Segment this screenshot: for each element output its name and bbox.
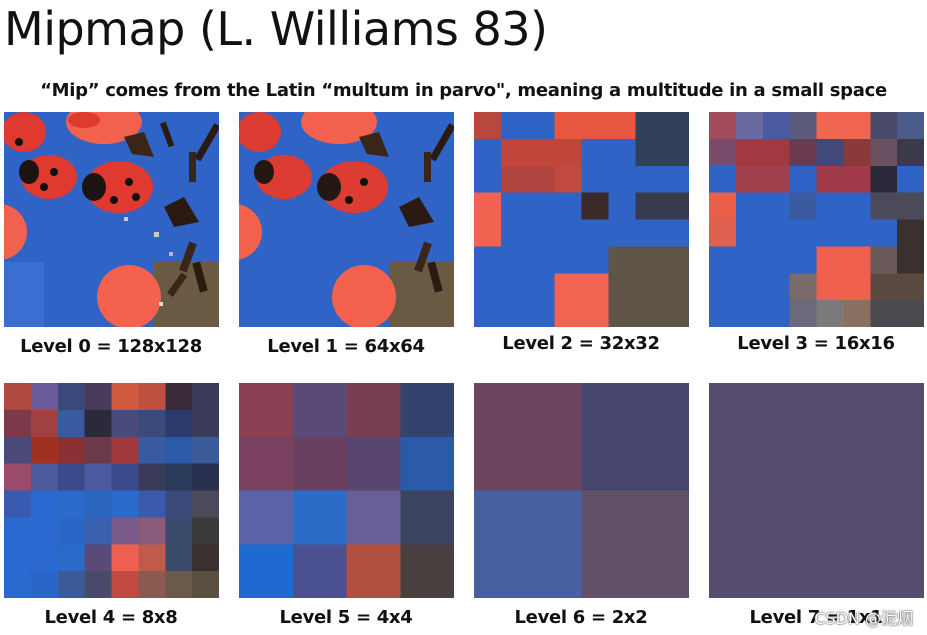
watermark: CSDN @泥烟 (814, 609, 913, 628)
mip-level-6-image (474, 383, 689, 598)
slide-subtitle: “Mip” comes from the Latin “multum in pa… (40, 80, 887, 101)
mip-level-7-label: Level 7 = 1x1 (749, 607, 883, 628)
slide-title: Mipmap (L. Williams 83) (4, 2, 548, 56)
mip-level-1-label: Level 1 = 64x64 (267, 336, 425, 357)
mip-level-5-label: Level 5 = 4x4 (279, 607, 413, 628)
mip-level-5-image (239, 383, 454, 598)
mip-level-2-label: Level 2 = 32x32 (502, 333, 660, 354)
mip-level-0-label: Level 0 = 128x128 (20, 336, 202, 357)
mip-level-0-image (4, 112, 219, 327)
mip-level-1-image (239, 112, 454, 327)
mip-level-4-image (4, 383, 219, 598)
mip-level-3-label: Level 3 = 16x16 (737, 333, 895, 354)
mip-level-7-image (709, 383, 924, 598)
mip-level-4-label: Level 4 = 8x8 (44, 607, 178, 628)
mip-level-2-image (474, 112, 689, 327)
mip-level-3-image (709, 112, 924, 327)
mip-level-6-label: Level 6 = 2x2 (514, 607, 648, 628)
